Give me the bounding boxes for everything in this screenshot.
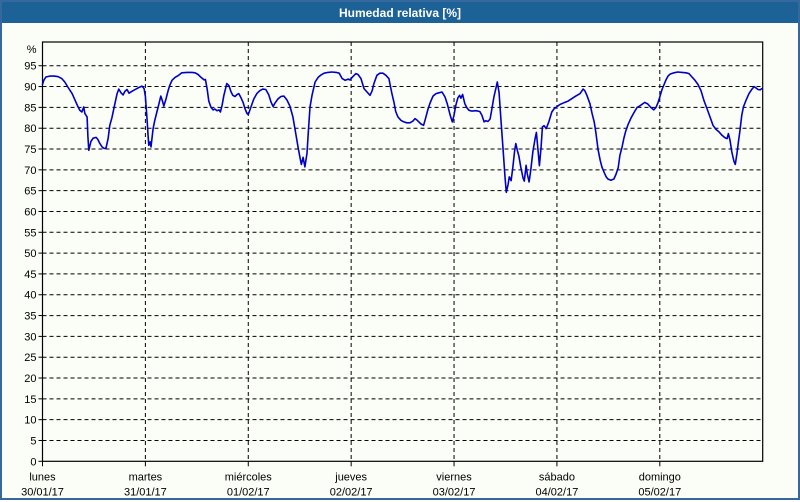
y-tick-label: 20 bbox=[24, 373, 36, 385]
x-day-date: 31/01/17 bbox=[124, 486, 167, 498]
y-tick-label: 15 bbox=[24, 394, 36, 406]
y-tick-label: 55 bbox=[24, 227, 36, 239]
humidity-line bbox=[41, 71, 763, 194]
plot-border bbox=[41, 41, 764, 462]
x-day-name: jueves bbox=[334, 471, 367, 483]
y-tick-label: 80 bbox=[24, 123, 36, 135]
y-axis-unit-label: % bbox=[27, 44, 37, 56]
window-title: Humedad relativa [%] bbox=[338, 5, 462, 20]
y-tick-label: 60 bbox=[24, 206, 36, 218]
window-titlebar: Humedad relativa [%] bbox=[2, 2, 798, 23]
y-tick-label: 30 bbox=[24, 331, 36, 343]
y-tick-label: 85 bbox=[24, 102, 36, 114]
x-day-name: lunes bbox=[29, 471, 56, 483]
x-day-name: viernes bbox=[436, 471, 472, 483]
x-day-name: sábado bbox=[539, 471, 575, 483]
y-tick-label: 95 bbox=[24, 61, 36, 73]
y-tick-label: 50 bbox=[24, 248, 36, 260]
y-tick-label: 0 bbox=[30, 456, 36, 468]
x-day-date: 01/02/17 bbox=[227, 486, 270, 498]
x-day-date: 04/02/17 bbox=[536, 486, 579, 498]
y-tick-label: 45 bbox=[24, 269, 36, 281]
y-tick-label: 65 bbox=[24, 186, 36, 198]
x-day-date: 02/02/17 bbox=[330, 486, 373, 498]
x-day-date: 03/02/17 bbox=[433, 486, 476, 498]
x-day-name: miércoles bbox=[225, 471, 273, 483]
y-tick-label: 35 bbox=[24, 311, 36, 323]
y-tick-label: 90 bbox=[24, 82, 36, 94]
x-day-name: domingo bbox=[639, 471, 681, 483]
y-tick-label: 25 bbox=[24, 352, 36, 364]
x-day-name: martes bbox=[129, 471, 163, 483]
y-tick-label: 10 bbox=[24, 415, 36, 427]
y-tick-label: 40 bbox=[24, 290, 36, 302]
y-tick-label: 70 bbox=[24, 165, 36, 177]
y-tick-label: 75 bbox=[24, 144, 36, 156]
y-tick-label: 5 bbox=[30, 435, 36, 447]
x-day-date: 05/02/17 bbox=[638, 486, 681, 498]
x-day-date: 30/01/17 bbox=[21, 486, 64, 498]
